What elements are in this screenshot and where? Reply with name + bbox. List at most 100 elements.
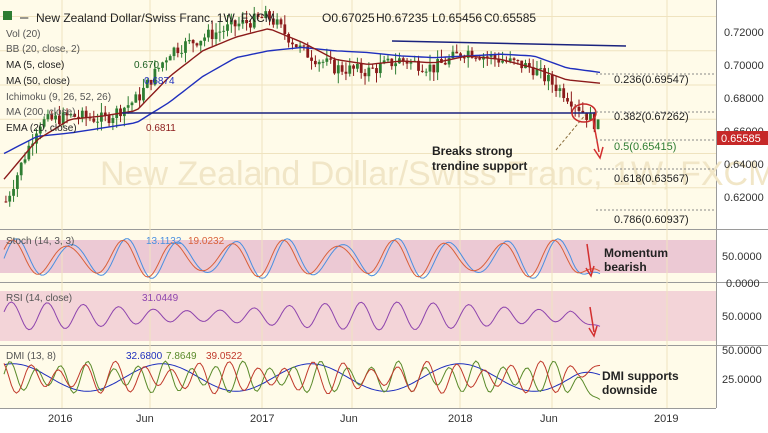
- chart-type-icon[interactable]: [3, 11, 12, 20]
- candle[interactable]: [344, 62, 348, 81]
- candle[interactable]: [12, 179, 15, 202]
- candle[interactable]: [161, 61, 164, 72]
- candle[interactable]: [566, 92, 569, 104]
- candle[interactable]: [386, 55, 390, 63]
- candle[interactable]: [149, 79, 153, 91]
- candle[interactable]: [164, 57, 168, 71]
- candles[interactable]: [4, 5, 600, 207]
- candle[interactable]: [363, 68, 367, 85]
- candle[interactable]: [547, 67, 550, 91]
- candle[interactable]: [241, 11, 245, 29]
- candle[interactable]: [111, 113, 115, 131]
- candle[interactable]: [428, 54, 432, 81]
- candle[interactable]: [229, 13, 233, 33]
- candle[interactable]: [153, 60, 157, 87]
- legend-vol[interactable]: Vol (20): [6, 29, 40, 40]
- candle[interactable]: [233, 19, 237, 37]
- collapse-icon[interactable]: –: [20, 9, 29, 26]
- candle[interactable]: [275, 13, 279, 29]
- candle[interactable]: [157, 67, 161, 72]
- candle[interactable]: [287, 32, 291, 48]
- candle[interactable]: [271, 10, 275, 28]
- candle[interactable]: [50, 110, 54, 121]
- candle[interactable]: [252, 6, 256, 30]
- candle[interactable]: [187, 33, 191, 45]
- candle[interactable]: [191, 39, 195, 53]
- legend-bb[interactable]: BB (20, close, 2): [6, 44, 80, 55]
- candle[interactable]: [245, 10, 249, 31]
- stoch-k-line[interactable]: [3, 238, 601, 279]
- candle[interactable]: [184, 37, 187, 63]
- candle[interactable]: [359, 58, 363, 79]
- candle[interactable]: [214, 23, 218, 47]
- candle[interactable]: [539, 59, 543, 79]
- candle[interactable]: [264, 5, 268, 19]
- candle[interactable]: [432, 64, 436, 82]
- candle[interactable]: [126, 96, 130, 114]
- candle[interactable]: [176, 42, 180, 58]
- candle[interactable]: [19, 161, 23, 181]
- candle[interactable]: [180, 45, 184, 58]
- candle[interactable]: [558, 84, 562, 98]
- candle[interactable]: [134, 91, 138, 103]
- rsi-legend[interactable]: RSI (14, close): [6, 293, 72, 304]
- candle[interactable]: [531, 59, 535, 80]
- legend-ma5[interactable]: MA (5, close): [6, 60, 64, 71]
- candle[interactable]: [77, 109, 80, 125]
- candle[interactable]: [394, 53, 398, 75]
- candle[interactable]: [218, 21, 222, 42]
- candle[interactable]: [268, 9, 271, 26]
- candle[interactable]: [569, 91, 573, 113]
- candle[interactable]: [4, 195, 8, 203]
- candle[interactable]: [27, 140, 31, 162]
- candle[interactable]: [409, 58, 413, 70]
- ma50-line[interactable]: [3, 46, 601, 155]
- candle[interactable]: [436, 50, 440, 81]
- candle[interactable]: [310, 50, 313, 70]
- candle[interactable]: [8, 191, 12, 207]
- candle[interactable]: [577, 99, 581, 118]
- candle[interactable]: [69, 112, 73, 118]
- candle[interactable]: [210, 20, 214, 46]
- candle[interactable]: [226, 14, 229, 37]
- rsi-line[interactable]: [3, 301, 601, 331]
- legend-ichimoku[interactable]: Ichimoku (9, 26, 52, 26): [6, 92, 111, 103]
- candle[interactable]: [199, 40, 203, 52]
- candle[interactable]: [15, 172, 19, 197]
- candle[interactable]: [420, 64, 424, 73]
- candle[interactable]: [321, 59, 325, 69]
- candle[interactable]: [298, 40, 302, 53]
- candle[interactable]: [367, 62, 371, 82]
- candle[interactable]: [46, 109, 50, 122]
- candle[interactable]: [203, 33, 206, 47]
- stoch-legend[interactable]: Stoch (14, 3, 3): [6, 236, 74, 247]
- candle[interactable]: [333, 57, 336, 75]
- candle[interactable]: [256, 11, 260, 20]
- legend-ma50[interactable]: MA (50, close): [6, 76, 70, 87]
- candle[interactable]: [596, 119, 600, 130]
- candle[interactable]: [42, 116, 46, 129]
- stoch-d-line[interactable]: [3, 239, 601, 278]
- candle[interactable]: [168, 54, 172, 61]
- candle[interactable]: [84, 106, 88, 127]
- candle[interactable]: [313, 55, 317, 68]
- candle[interactable]: [554, 76, 558, 97]
- candle[interactable]: [325, 48, 329, 66]
- candle[interactable]: [405, 58, 409, 69]
- candle[interactable]: [172, 46, 176, 61]
- legend-ema20[interactable]: EMA (20, close): [6, 123, 77, 134]
- candle[interactable]: [378, 53, 382, 78]
- candle[interactable]: [527, 58, 531, 73]
- candle[interactable]: [352, 64, 355, 76]
- candle[interactable]: [260, 13, 264, 19]
- candle[interactable]: [222, 25, 226, 39]
- candle[interactable]: [57, 105, 61, 127]
- candle[interactable]: [417, 55, 420, 76]
- candle[interactable]: [355, 57, 359, 73]
- candle[interactable]: [142, 78, 145, 103]
- legend-ma200[interactable]: MA (200, close): [6, 107, 75, 118]
- time-axis[interactable]: 2016 Jun 2017 Jun 2018 Jun 2019: [48, 413, 678, 425]
- candle[interactable]: [340, 61, 344, 76]
- candle[interactable]: [54, 111, 57, 123]
- candle[interactable]: [145, 78, 149, 89]
